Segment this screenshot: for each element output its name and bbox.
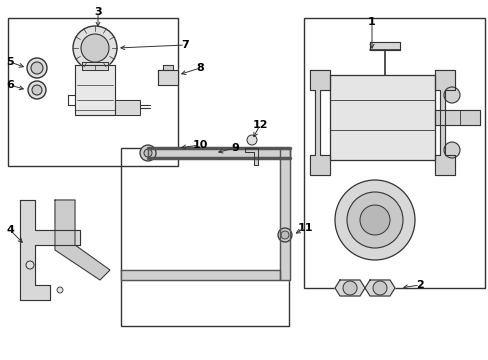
Text: 4: 4 — [6, 225, 14, 235]
Circle shape — [278, 228, 291, 242]
Polygon shape — [115, 100, 140, 115]
Bar — [8, 18, 178, 166]
Polygon shape — [121, 270, 280, 280]
Circle shape — [73, 26, 117, 70]
Polygon shape — [158, 70, 178, 85]
Polygon shape — [309, 70, 329, 175]
Circle shape — [32, 85, 42, 95]
Polygon shape — [329, 75, 434, 160]
Polygon shape — [82, 62, 108, 70]
Polygon shape — [364, 280, 394, 296]
Text: 6: 6 — [6, 80, 14, 90]
Circle shape — [372, 281, 386, 295]
Text: 10: 10 — [192, 140, 207, 150]
Polygon shape — [20, 200, 80, 300]
Polygon shape — [334, 280, 364, 296]
Text: 5: 5 — [6, 57, 14, 67]
Bar — [121, 148, 288, 326]
Text: 11: 11 — [297, 223, 312, 233]
Text: 1: 1 — [367, 17, 375, 27]
Circle shape — [26, 261, 34, 269]
Text: 7: 7 — [181, 40, 188, 50]
Circle shape — [281, 231, 288, 239]
Circle shape — [31, 62, 43, 74]
Text: 12: 12 — [252, 120, 267, 130]
Circle shape — [334, 180, 414, 260]
Polygon shape — [434, 70, 454, 175]
Polygon shape — [55, 200, 110, 280]
Text: 2: 2 — [415, 280, 423, 290]
Polygon shape — [244, 148, 258, 165]
Text: 3: 3 — [94, 7, 102, 17]
Circle shape — [57, 287, 63, 293]
Circle shape — [443, 87, 459, 103]
Circle shape — [143, 149, 152, 157]
Circle shape — [443, 142, 459, 158]
Polygon shape — [163, 65, 173, 70]
Circle shape — [28, 81, 46, 99]
Circle shape — [246, 135, 257, 145]
Circle shape — [81, 34, 109, 62]
Polygon shape — [148, 148, 289, 158]
Text: 8: 8 — [196, 63, 203, 73]
Polygon shape — [369, 42, 399, 50]
Polygon shape — [280, 148, 289, 280]
Polygon shape — [75, 65, 115, 115]
Polygon shape — [434, 110, 479, 125]
Circle shape — [140, 145, 156, 161]
Bar — [304, 18, 484, 288]
Text: 9: 9 — [231, 143, 239, 153]
Circle shape — [359, 205, 389, 235]
Circle shape — [346, 192, 402, 248]
Circle shape — [342, 281, 356, 295]
Circle shape — [27, 58, 47, 78]
